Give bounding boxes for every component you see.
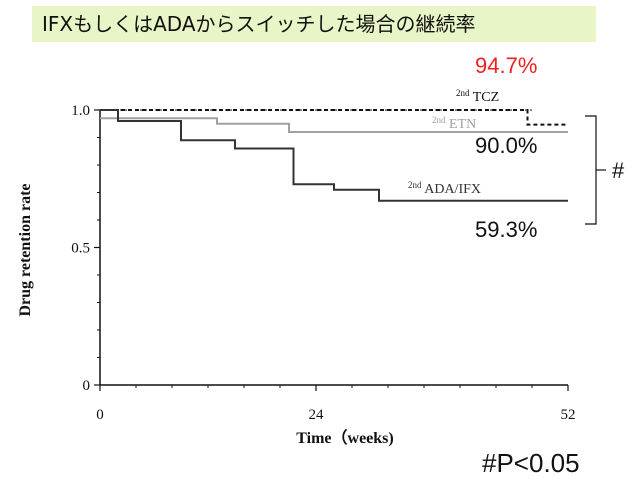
x-axis-label: Time（weeks) bbox=[296, 429, 393, 447]
x-tick-label-0: 0 bbox=[96, 407, 104, 423]
p-value-note: #P<0.05 bbox=[482, 448, 580, 478]
y-tick-label-1: 0.5 bbox=[71, 241, 90, 257]
series-line-ada-ifx bbox=[100, 109, 568, 202]
series-line-etn bbox=[100, 117, 568, 133]
x-tick-label-1: 24 bbox=[309, 407, 325, 423]
significance-marker: # bbox=[612, 158, 625, 183]
series-label-ada-ifx: 2nd ADA/IFX bbox=[408, 180, 481, 197]
significance-bracket bbox=[585, 115, 606, 225]
series-line-tcz bbox=[100, 109, 568, 126]
y-tick-label-0: 0 bbox=[83, 378, 91, 394]
y-tick-label-2: 1.0 bbox=[71, 103, 90, 119]
y-axis-label: Drug retention rate bbox=[17, 184, 34, 317]
final-value-ada-ifx: 59.3% bbox=[475, 217, 537, 242]
series-label-etn: 2nd ETN bbox=[432, 115, 476, 132]
final-value-etn: 90.0% bbox=[475, 133, 537, 158]
series-label-tcz: 2nd TCZ bbox=[456, 88, 499, 105]
chart-title: IFXもしくはADAからスイッチした場合の継続率 bbox=[32, 6, 596, 42]
final-value-tcz: 94.7% bbox=[475, 53, 537, 78]
x-tick-label-2: 52 bbox=[561, 407, 576, 423]
